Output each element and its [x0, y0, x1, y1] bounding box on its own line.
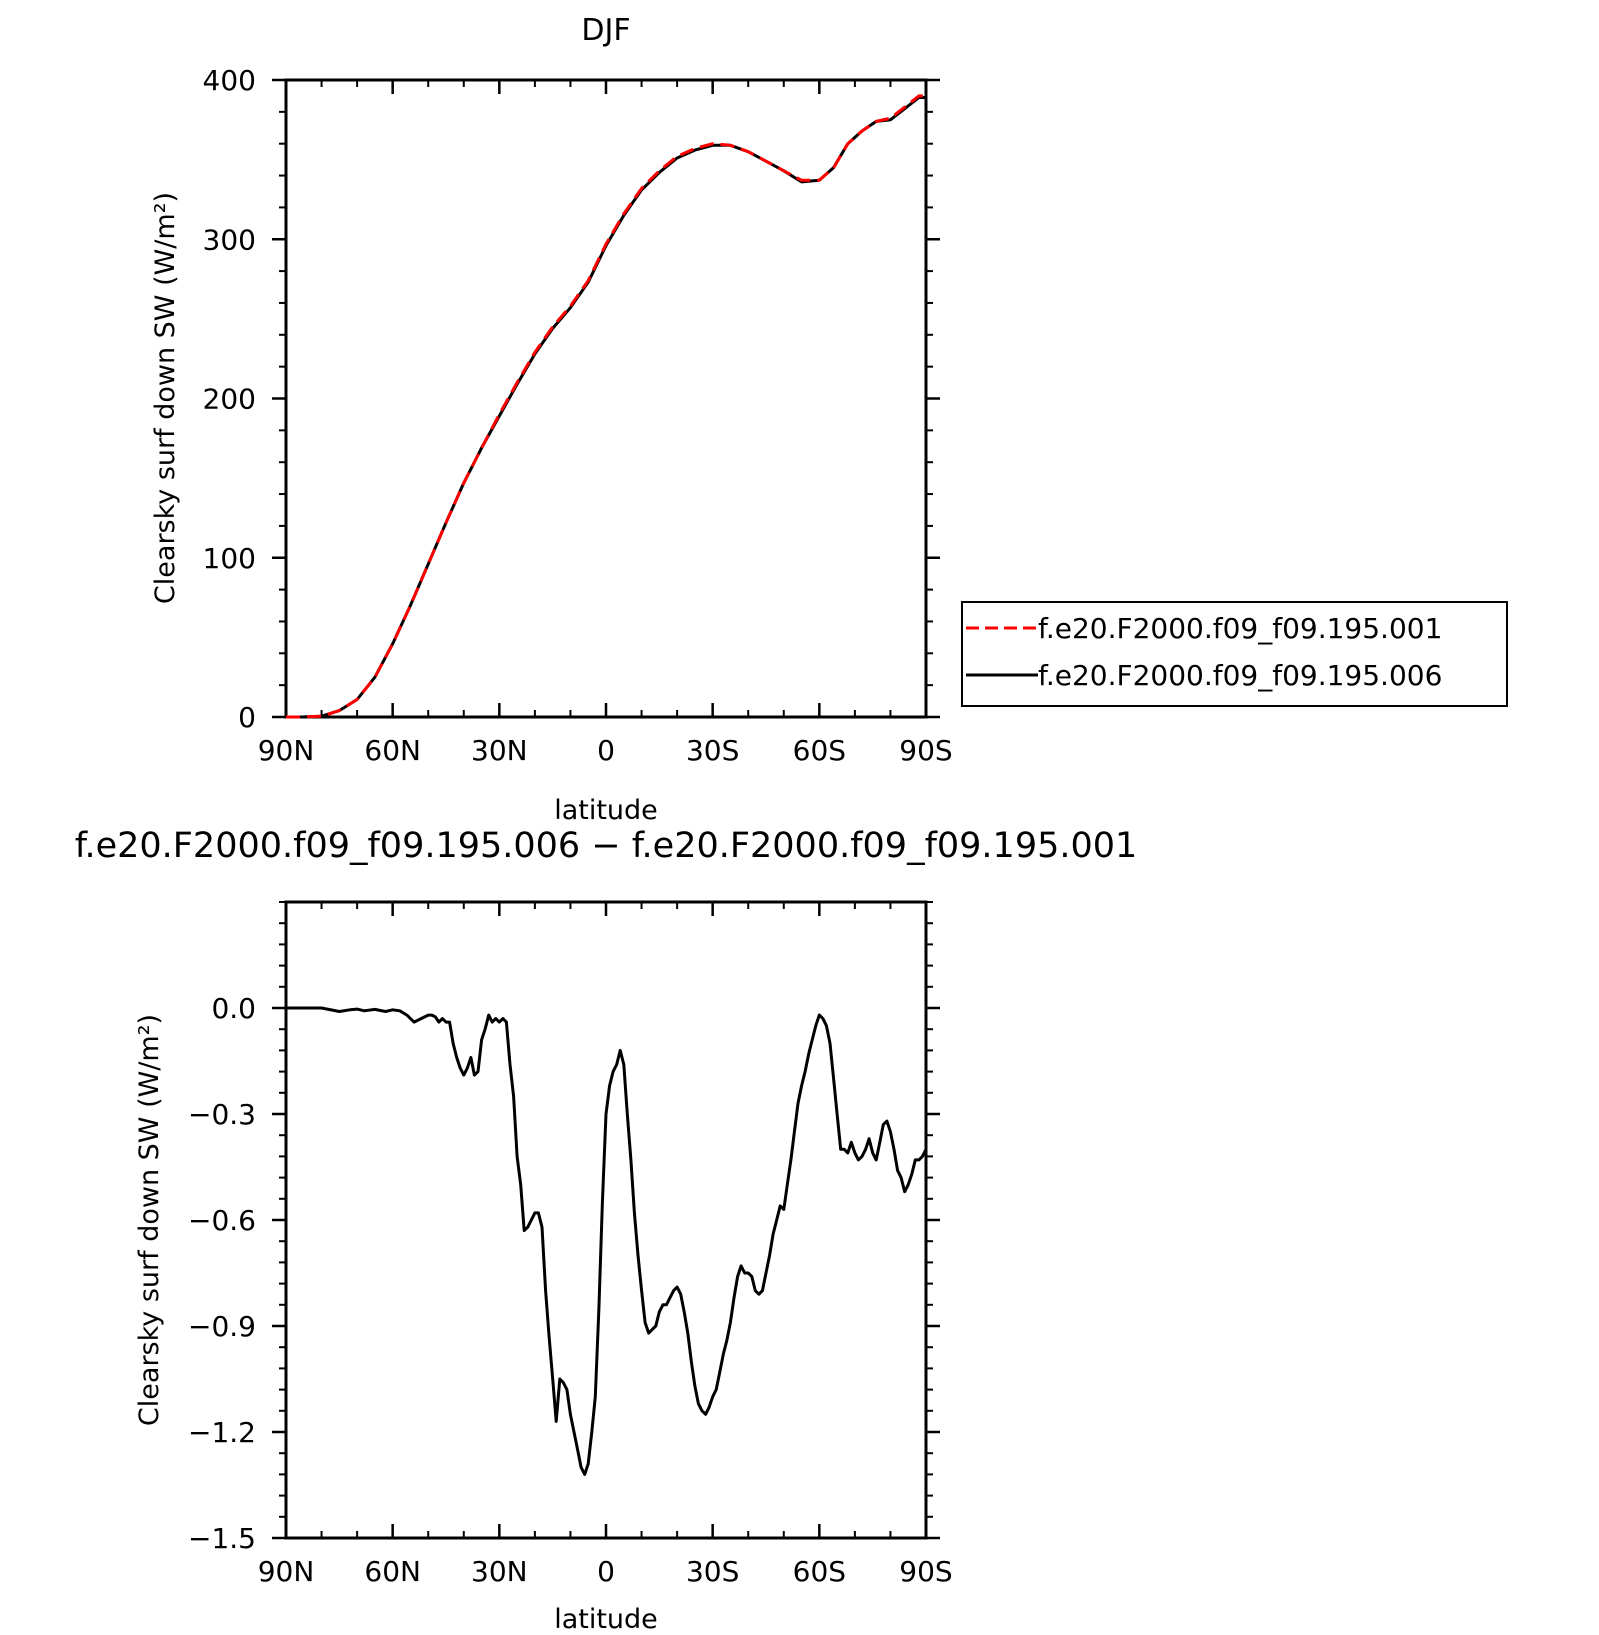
chart-0-x-tick-label: 30S: [686, 734, 739, 767]
top-chart-title: DJF: [581, 13, 630, 48]
chart-0-x-tick-label: 60S: [793, 734, 846, 767]
chart-1-x-tick-label: 90S: [899, 1555, 952, 1588]
chart-0-x-tick-label: 0: [597, 734, 615, 767]
chart-1-y-tick-label: −0.3: [188, 1098, 256, 1131]
top-y-axis-label-text: Clearsky surf down SW (W/m²): [150, 192, 181, 604]
bottom-x-axis-label: latitude: [554, 1604, 658, 1635]
top-chart: DJF 90N 60N 30N 0 30S 60S 90S 0 100 200 300 400 lat…: [150, 13, 1508, 826]
chart-1-x-tick-label: 30N: [471, 1555, 528, 1588]
chart-0-x-tick-label: 60N: [364, 734, 421, 767]
bottom-chart: f.e20.F2000.f09_f09.195.006 − f.e20.F200…: [75, 826, 1138, 1635]
bottom-chart-title: f.e20.F2000.f09_f09.195.006 − f.e20.F200…: [75, 826, 1138, 866]
chart-1-x-tick-label: 60N: [364, 1555, 421, 1588]
chart-1-y-tick-label: −1.5: [188, 1522, 256, 1555]
chart-0-x-tick-label: 90N: [258, 734, 315, 767]
chart-0-y-tick-label: 200: [203, 383, 256, 416]
chart-0-series-1-line: [286, 94, 926, 719]
top-y-axis-label: Clearsky surf down SW (W/m²): [150, 192, 181, 604]
chart-0-x-tick-label: 90S: [899, 734, 952, 767]
chart-0-y-tick-label: 300: [203, 223, 256, 256]
chart-1-x-tick-label: 30S: [686, 1555, 739, 1588]
chart-0-y-tick-label: 0: [238, 701, 256, 734]
top-plot-frame: [284, 78, 928, 719]
top-x-axis-label: latitude: [554, 795, 658, 826]
chart-1-x-tick-label: 0: [597, 1555, 615, 1588]
bottom-y-axis-label-text: Clearsky surf down SW (W/m²): [134, 1014, 165, 1426]
chart-1-y-tick-label: 0.0: [211, 992, 256, 1025]
bottom-y-axis-label: Clearsky surf down SW (W/m²): [134, 1014, 165, 1426]
legend: f.e20.F2000.f09_f09.195.001 f.e20.F2000.…: [961, 601, 1508, 707]
chart-1-y-tick-label: −0.9: [188, 1310, 256, 1343]
chart-0-series-2-line: [286, 96, 926, 719]
chart-0-y-tick-label: 100: [203, 542, 256, 575]
chart-1-x-tick-label: 60S: [793, 1555, 846, 1588]
chart-0-x-tick-label: 30N: [471, 734, 528, 767]
chart-1-y-tick-label: −0.6: [188, 1204, 256, 1237]
chart-1-x-tick-label: 90N: [258, 1555, 315, 1588]
legend-box: [961, 601, 1508, 707]
legend-label-series-1: f.e20.F2000.f09_f09.195.001: [1038, 612, 1442, 645]
chart-0-y-tick-label: 400: [203, 64, 256, 97]
chart-1-y-tick-label: −1.2: [188, 1416, 256, 1449]
bottom-plot-frame: [284, 900, 928, 1540]
legend-label-series-2: f.e20.F2000.f09_f09.195.006: [1038, 659, 1442, 692]
chart-1-series-1-line: [286, 1006, 928, 1476]
